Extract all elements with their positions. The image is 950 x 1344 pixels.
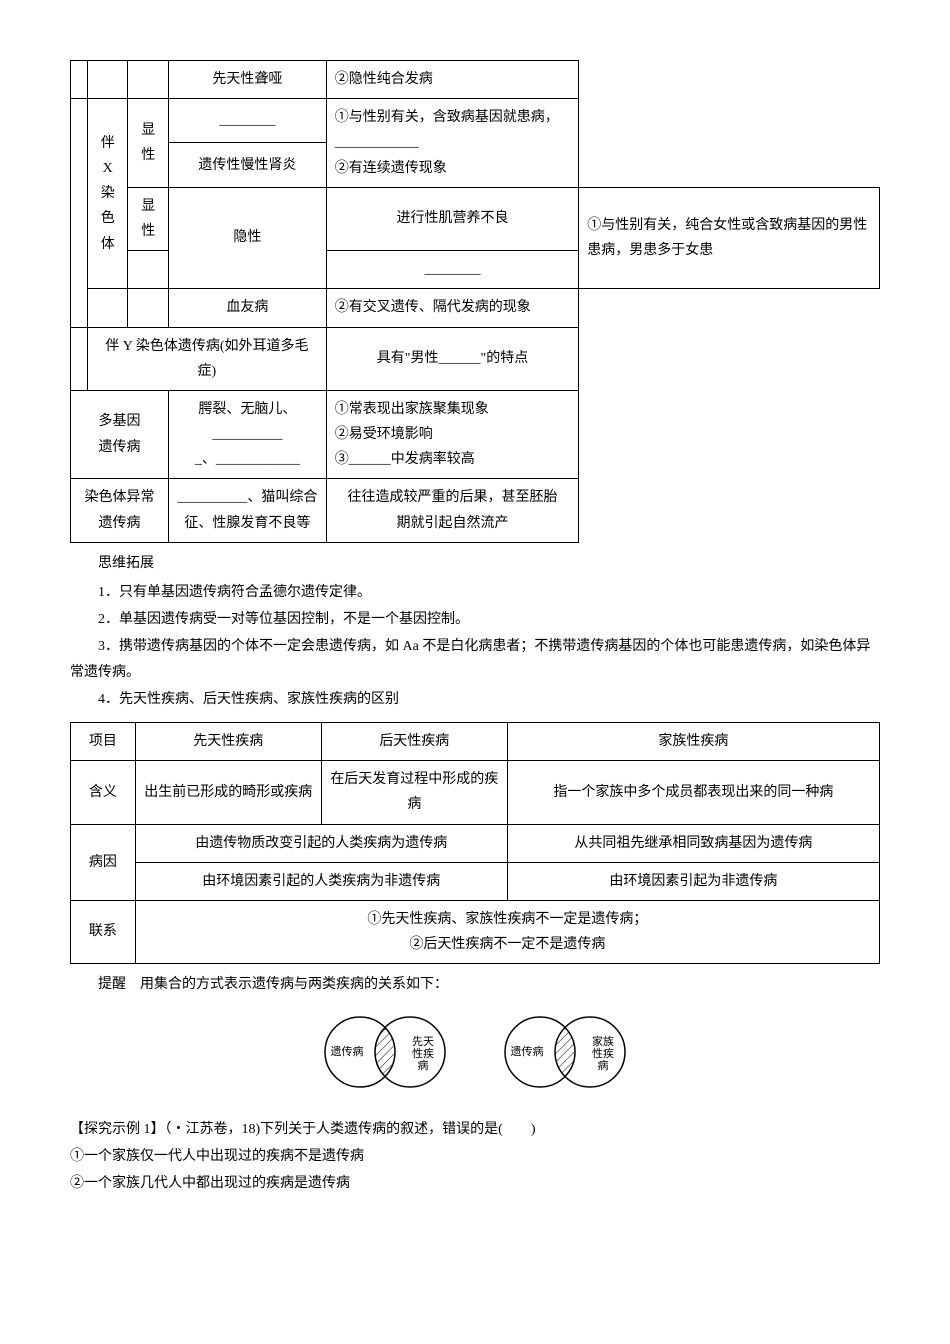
reminder-text: 提醒 用集合的方式表示遗传病与两类疾病的关系如下： [70, 972, 880, 997]
point-3: 3．携带遗传病基因的个体不一定会患遗传病，如 Aa 不是白化病患者；不携带遗传病… [70, 634, 880, 684]
relation-line1: ①先天性疾病、家族性疾病不一定是遗传病； [144, 907, 871, 932]
question-1a: ①一个家族仅一代人中出现过的疾病不是遗传病 [70, 1144, 880, 1169]
poly-feat-2: ②易受环境影响 [335, 422, 571, 447]
meaning-congenital: 出生前已形成的畸形或疾病 [135, 761, 321, 824]
row-cause: 病因 [71, 824, 136, 900]
venn1-right-label-2: 性疾 [412, 1046, 434, 1060]
row-meaning: 含义 [71, 761, 136, 824]
venn2-right-label-3: 病 [598, 1058, 609, 1072]
poly-feat-3: ③______中发病率较高 [335, 447, 571, 472]
cell-recessive-disease: ②隐性纯合发病 [326, 61, 579, 99]
venn1-right-label-1: 先天 [412, 1035, 434, 1048]
cause-environmental: 由环境因素引起的人类疾病为非遗传病 [135, 862, 507, 900]
cause-familial-env: 由环境因素引起为非遗传病 [507, 862, 879, 900]
venn-diagram: 遗传病 先天 性疾 病 遗传病 家族 性疾 病 [305, 1007, 645, 1097]
question-1: 【探究示例 1】（・江苏卷，18)下列关于人类遗传病的叙述，错误的是( ) [70, 1117, 880, 1142]
x-dom-feat-1: ①与性别有关，含致病基因就患病，____________ [335, 105, 571, 155]
cell-polygenic-feature: ①常表现出家族聚集现象 ②易受环境影响 ③______中发病率较高 [326, 390, 579, 479]
cat-cry-line2: 征、性腺发育不良等 [177, 511, 318, 536]
cleft-line2: _、____________ [177, 447, 318, 472]
disease-comparison-table: 项目 先天性疾病 后天性疾病 家族性疾病 含义 出生前已形成的畸形或疾病 在后天… [70, 722, 880, 964]
cat-cry-line1: __________、猫叫综合 [177, 485, 318, 510]
point-1: 1．只有单基因遗传病符合孟德尔遗传定律。 [70, 580, 880, 605]
cell-recessive: 隐性 [168, 187, 326, 289]
severe-line2: 期就引起自然流产 [335, 511, 571, 536]
cell-dominant: 显性 [128, 99, 168, 188]
cell-x-recessive-feature-1: ①与性别有关，纯合女性或含致病基因的男性患病，男患多于女患 [579, 187, 880, 289]
cell-muscular-dystrophy: 进行性肌营养不良 [326, 187, 579, 250]
venn1-left-label: 遗传病 [331, 1044, 364, 1058]
polygenic-line2: 遗传病 [79, 435, 160, 460]
x-chrom-line1: 伴 X [96, 131, 119, 181]
venn2-left-label: 遗传病 [511, 1044, 544, 1058]
row-relation: 联系 [71, 900, 136, 963]
cell-x-chromosome: 伴 X 染色 体 [88, 99, 128, 289]
cell-empty-3 [128, 289, 168, 327]
header-item: 项目 [71, 722, 136, 760]
cell-dominant-2: 显性 [128, 187, 168, 250]
chrom-ab-line1: 染色体异常 [79, 485, 160, 510]
cleft-line1: 腭裂、无脑儿、__________ [177, 397, 318, 447]
cell-blank-3 [128, 61, 168, 99]
cell-blank-disease-2: ________ [326, 251, 579, 289]
point-2: 2．单基因遗传病受一对等位基因控制，不是一个基因控制。 [70, 607, 880, 632]
x-dom-feat-2: ②有连续遗传现象 [335, 156, 571, 181]
cell-x-dominant-feature: ①与性别有关，含致病基因就患病，____________ ②有连续遗传现象 [326, 99, 579, 188]
venn2-right-label-1: 家族 [592, 1034, 614, 1048]
header-acquired: 后天性疾病 [321, 722, 507, 760]
point-4: 4．先天性疾病、后天性疾病、家族性疾病的区别 [70, 687, 880, 712]
relation-content: ①先天性疾病、家族性疾病不一定是遗传病； ②后天性疾病不一定不是遗传病 [135, 900, 879, 963]
cell-congenital-deaf: 先天性聋哑 [168, 61, 326, 99]
thinking-expansion-heading: 思维拓展 [70, 551, 880, 576]
question-1b: ②一个家族几代人中都出现过的疾病是遗传病 [70, 1171, 880, 1196]
cell-male-feature: 具有"男性______"的特点 [326, 327, 579, 390]
cause-familial-genetic: 从共同祖先继承相同致病基因为遗传病 [507, 824, 879, 862]
cell-cleft-palate: 腭裂、无脑儿、__________ _、____________ [168, 390, 326, 479]
cell-hemophilia: 血友病 [168, 289, 326, 327]
venn-diagram-container: 遗传病 先天 性疾 病 遗传病 家族 性疾 病 [70, 1007, 880, 1106]
severe-line1: 往往造成较严重的后果，甚至胚胎 [335, 485, 571, 510]
header-congenital: 先天性疾病 [135, 722, 321, 760]
cell-blank-2 [88, 61, 128, 99]
cell-empty-2 [88, 289, 128, 327]
cell-x-recessive-feature-2: ②有交叉遗传、隔代发病的现象 [326, 289, 579, 327]
x-chrom-line3: 体 [96, 232, 119, 257]
cell-cat-cry: __________、猫叫综合 征、性腺发育不良等 [168, 479, 326, 542]
cell-blank-disease: ________ [168, 99, 326, 143]
cell-empty-4 [71, 327, 88, 390]
genetic-disease-table-1: 先天性聋哑 ②隐性纯合发病 伴 X 染色 体 显性 ________ ①与性别有… [70, 60, 880, 543]
meaning-acquired: 在后天发育过程中形成的疾病 [321, 761, 507, 824]
cell-empty-row [128, 251, 168, 289]
cell-y-chromosome: 伴 Y 染色体遗传病(如外耳道多毛症) [88, 327, 327, 390]
relation-line2: ②后天性疾病不一定不是遗传病 [144, 932, 871, 957]
cell-nephritis: 遗传性慢性肾炎 [168, 143, 326, 187]
poly-feat-1: ①常表现出家族聚集现象 [335, 397, 571, 422]
meaning-familial: 指一个家族中多个成员都表现出来的同一种病 [507, 761, 879, 824]
cell-blank-1 [71, 61, 88, 99]
venn2-right-label-2: 性疾 [592, 1046, 614, 1060]
cell-blank-left [71, 99, 88, 327]
chrom-ab-line2: 遗传病 [79, 511, 160, 536]
polygenic-line1: 多基因 [79, 409, 160, 434]
cell-chromosome-abnormal: 染色体异常 遗传病 [71, 479, 169, 542]
cell-severe-consequence: 往往造成较严重的后果，甚至胚胎 期就引起自然流产 [326, 479, 579, 542]
x-chrom-line2: 染色 [96, 181, 119, 231]
cause-genetic: 由遗传物质改变引起的人类疾病为遗传病 [135, 824, 507, 862]
venn1-right-label-3: 病 [418, 1058, 429, 1072]
cell-polygenic: 多基因 遗传病 [71, 390, 169, 479]
header-familial: 家族性疾病 [507, 722, 879, 760]
